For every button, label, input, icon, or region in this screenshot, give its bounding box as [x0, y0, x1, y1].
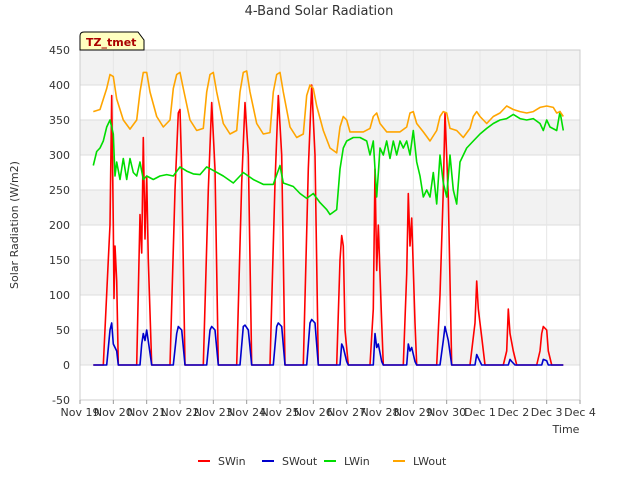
x-axis-title: Time [552, 423, 580, 436]
y-tick-label: 200 [49, 219, 70, 232]
y-tick-label: 50 [56, 324, 70, 337]
plot-band [80, 155, 580, 190]
x-tick-label: Nov 24 [227, 406, 266, 419]
plot-background [80, 50, 580, 400]
legend-label-swout: SWout [282, 455, 318, 468]
series-line-swin [93, 84, 564, 366]
y-tick-label: 150 [49, 254, 70, 267]
x-tick-label: Dec 2 [497, 406, 529, 419]
plot-band [80, 190, 580, 225]
series-layer [92, 70, 565, 366]
plot-band [80, 50, 580, 85]
badge-label: TZ_tmet [86, 36, 136, 49]
y-tick-label: 250 [49, 184, 70, 197]
plot-band [80, 120, 580, 155]
x-tick-label: Nov 26 [294, 406, 333, 419]
x-tick-label: Nov 25 [261, 406, 300, 419]
plot-band [80, 365, 580, 400]
series-line-swout [93, 318, 564, 366]
y-tick-label: 400 [49, 79, 70, 92]
y-tick-label: 350 [49, 114, 70, 127]
y-tick-label: 300 [49, 149, 70, 162]
y-tick-label: 450 [49, 44, 70, 57]
x-tick-label: Nov 20 [94, 406, 133, 419]
x-tick-label: Dec 3 [531, 406, 563, 419]
legend-label-lwin: LWin [344, 455, 370, 468]
x-tick-label: Nov 22 [161, 406, 200, 419]
y-tick-label: 100 [49, 289, 70, 302]
series-line-lwin [92, 110, 565, 216]
chart-title: 4-Band Solar Radiation [245, 4, 394, 19]
x-tick-label: Dec 4 [564, 406, 596, 419]
plot-frame [79, 49, 581, 401]
x-tick-label: Nov 19 [61, 406, 100, 419]
x-tick-label: Nov 29 [394, 406, 433, 419]
plot-band [80, 330, 580, 365]
plot-band [80, 260, 580, 295]
legend: SWin SWout LWin LWout [198, 455, 447, 468]
x-tick-label: Nov 21 [127, 406, 166, 419]
x-tick-label: Nov 30 [427, 406, 466, 419]
y-axis-title: Solar Radiation (W/m2) [8, 161, 21, 289]
x-tick-label: Nov 23 [194, 406, 233, 419]
series-line-lwout [93, 70, 564, 154]
x-tick-label: Dec 1 [464, 406, 496, 419]
legend-label-lwout: LWout [413, 455, 447, 468]
plot-band [80, 295, 580, 330]
x-tick-label: Nov 27 [327, 406, 366, 419]
station-badge: TZ_tmet [79, 31, 145, 51]
plot-band [80, 225, 580, 260]
y-tick-label: 0 [63, 359, 70, 372]
legend-label-swin: SWin [218, 455, 246, 468]
y-axis-ticks: -50 0 50 100 150 200 250 300 350 400 450 [49, 44, 70, 407]
plot-band [80, 85, 580, 120]
badge-shape [79, 31, 145, 51]
x-tick-label: Nov 28 [361, 406, 400, 419]
y-tick-label: -50 [52, 394, 70, 407]
